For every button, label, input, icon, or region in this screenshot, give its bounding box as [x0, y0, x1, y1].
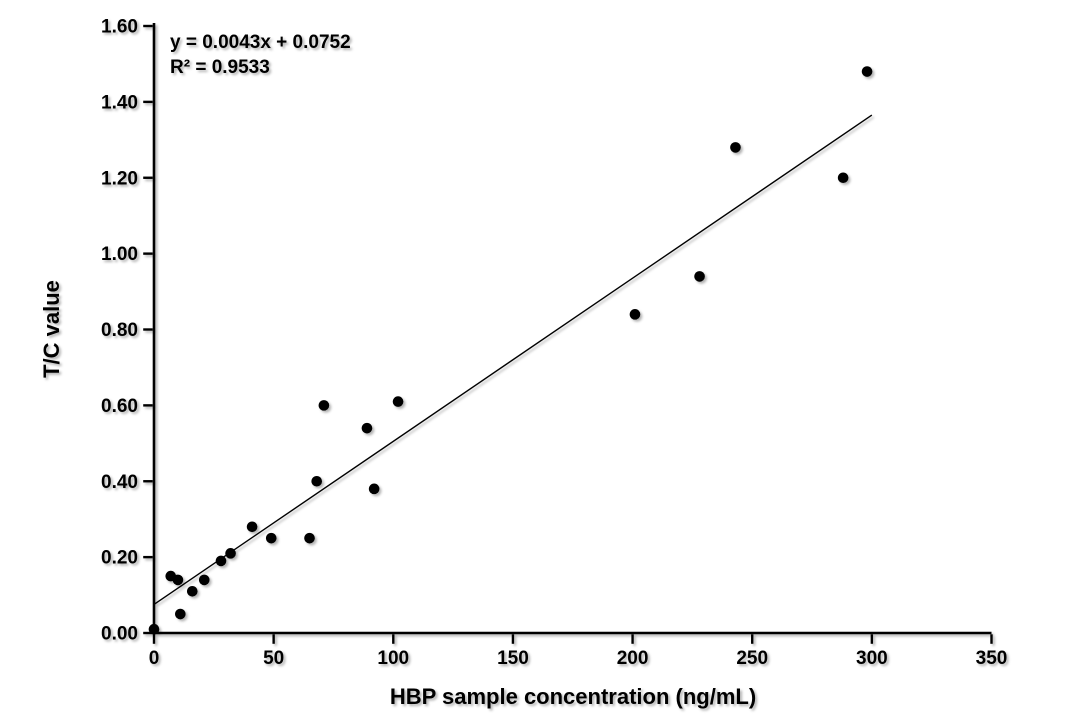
tick-marks: [143, 24, 993, 644]
y-tick-label: 0.00: [101, 624, 138, 645]
x-tick-label: 0: [149, 648, 160, 669]
tick-labels: 0 50 100 150 200 250 300 350 0.00 0.20 0.40 0.60 0.8…: [101, 17, 1007, 670]
y-tick-label: 0.60: [101, 396, 138, 417]
data-point: [361, 422, 373, 434]
data-point: [304, 532, 315, 544]
y-axis-title: T/C value: [39, 280, 64, 378]
data-point: [318, 400, 330, 411]
data-point: [198, 574, 210, 586]
data-point: [215, 555, 227, 567]
data-point: [265, 532, 277, 544]
y-tick-label: 1.40: [101, 92, 138, 113]
regression-equation: y = 0.0043x + 0.0752: [170, 32, 351, 53]
data-point: [392, 396, 404, 407]
data-point: [629, 309, 641, 320]
y-tick-label: 1.60: [101, 17, 138, 38]
y-tick-label: 1.00: [101, 244, 138, 265]
data-point: [186, 585, 198, 597]
data-point: [148, 623, 160, 635]
y-tick-label: 0.80: [101, 320, 138, 341]
trend-line-group: [153, 114, 873, 606]
data-point: [837, 172, 849, 184]
y-tick-label: 0.20: [101, 548, 138, 569]
data-point: [861, 66, 873, 77]
r-squared-value: R² = 0.9533: [170, 57, 270, 78]
data-points-group: [148, 66, 873, 635]
data-point: [246, 521, 258, 533]
data-point: [311, 475, 323, 487]
x-tick-label: 300: [856, 648, 888, 669]
x-tick-label: 350: [976, 648, 1008, 669]
x-tick-label: 100: [377, 648, 409, 669]
axes: [152, 23, 992, 635]
data-point: [175, 608, 186, 620]
y-tick-label: 0.40: [101, 472, 138, 493]
y-tick-label: 1.20: [101, 168, 138, 189]
data-point: [172, 574, 184, 586]
x-tick-label: 150: [497, 648, 529, 669]
x-tick-label: 200: [617, 648, 649, 669]
data-point: [694, 271, 705, 282]
x-tick-label: 250: [736, 648, 768, 669]
regression-annotation: y = 0.0043x + 0.0752 R² = 0.9533: [170, 30, 351, 80]
data-point: [225, 548, 236, 559]
data-point: [730, 142, 741, 153]
trend-line: [153, 114, 873, 606]
data-point: [368, 483, 380, 495]
x-tick-label: 50: [263, 648, 284, 669]
x-axis-title: HBP sample concentration (ng/mL): [389, 684, 757, 709]
